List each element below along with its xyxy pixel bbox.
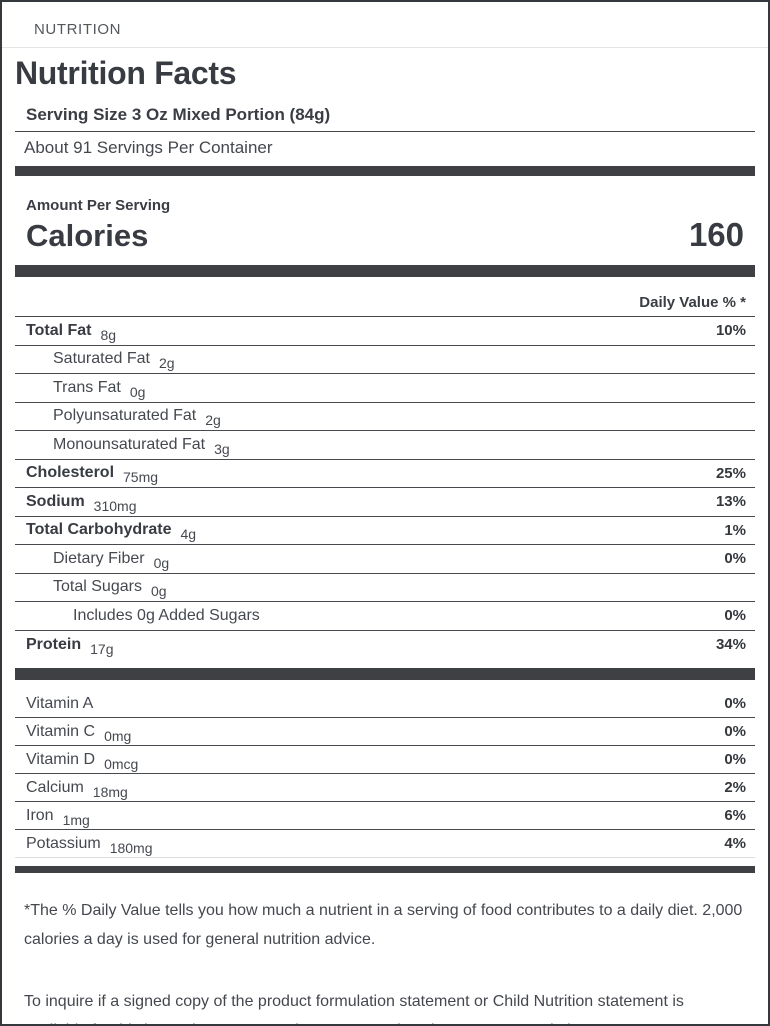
nutrient-row: Trans Fat 0g	[15, 374, 755, 403]
nutrient-label: Vitamin A	[26, 694, 94, 712]
daily-value-footnote: *The % Daily Value tells you how much a …	[24, 902, 743, 948]
nutrient-amount: 17g	[90, 640, 114, 657]
calories-block: Amount Per Serving Calories 160	[15, 176, 755, 265]
nutrient-row: Dietary Fiber 0g 0%	[15, 545, 755, 574]
nutrient-label: Protein	[26, 635, 82, 653]
amount-per-serving-label: Amount Per Serving	[26, 197, 171, 214]
nutrient-label: Monounsaturated Fat	[53, 435, 206, 453]
section-divider-bar	[15, 668, 755, 680]
nutrient-label: Includes 0g Added Sugars	[73, 606, 260, 624]
nutrient-row: Vitamin C 0mg 0%	[15, 718, 755, 746]
nutrient-row: Protein 17g 34%	[15, 631, 755, 660]
nutrient-label: Polyunsaturated Fat	[53, 407, 197, 425]
nutrient-daily-value: 1%	[724, 521, 746, 539]
nutrient-daily-value: 13%	[715, 493, 746, 511]
nutrient-daily-value: 0%	[724, 607, 746, 625]
nutrient-daily-value: 6%	[724, 807, 746, 824]
nutrient-amount: 0g	[153, 554, 170, 571]
nutrient-row: Cholesterol 75mg 25%	[15, 460, 755, 488]
nutrient-amount: 8g	[100, 326, 117, 343]
nutrient-label: Total Sugars	[53, 578, 142, 596]
nutrient-row: Sodium 310mg 13%	[15, 488, 755, 517]
nutrient-row: Iron 1mg 6%	[15, 802, 755, 830]
serving-size: Serving Size 3 Oz Mixed Portion (84g)	[15, 103, 755, 132]
section-divider-bar	[15, 866, 755, 873]
nutrient-daily-value: 2%	[724, 779, 746, 796]
nutrient-row: Potassium 180mg 4%	[15, 830, 755, 858]
nutrient-label: Sodium	[26, 492, 85, 510]
nutrient-daily-value: 4%	[724, 835, 746, 852]
nutrient-row: Total Carbohydrate 4g 1%	[15, 517, 755, 545]
nutrient-label: Cholesterol	[26, 464, 115, 482]
nutrient-amount: 18mg	[92, 783, 128, 800]
nutrient-row: Total Fat 8g 10%	[15, 317, 755, 346]
nutrient-label: Potassium	[26, 834, 101, 852]
nutrient-amount: 2g	[205, 412, 221, 429]
nutrient-amount: 1mg	[62, 811, 90, 828]
nutrient-label: Calcium	[26, 778, 84, 796]
nutrient-amount: 2g	[158, 355, 175, 372]
nutrient-amount: 75mg	[123, 469, 159, 486]
section-eyebrow: NUTRITION	[34, 21, 122, 38]
vitamin-rows: Vitamin A 0% Vitamin C 0mg 0% Vitamin D 0mcg 0%…	[15, 680, 755, 858]
nutrient-label: Dietary Fiber	[53, 549, 145, 567]
nutrient-amount: 4g	[180, 526, 197, 543]
nutrient-label: Saturated Fat	[53, 350, 150, 368]
nutrient-daily-value: 0%	[724, 751, 746, 768]
nutrient-daily-value: 0%	[724, 695, 746, 712]
nutrient-label: Total Fat	[26, 321, 92, 339]
nutrient-row: Includes 0g Added Sugars 0%	[15, 602, 755, 631]
nutrient-daily-value: 10%	[715, 322, 746, 340]
nutrient-row: Calcium 18mg 2%	[15, 774, 755, 802]
nutrient-amount: 0g	[150, 583, 167, 600]
footnotes: *The % Daily Value tells you how much a …	[15, 873, 755, 1024]
servings-per-container: About 91 Servings Per Container	[24, 138, 273, 157]
nutrient-row: Polyunsaturated Fat 2g	[15, 403, 755, 431]
nutrient-daily-value: 0%	[724, 550, 746, 568]
calories-label: Calories	[26, 218, 149, 253]
section-divider-bar	[15, 265, 755, 277]
nutrient-amount: 0mcg	[104, 755, 139, 772]
nutrient-daily-value: 34%	[715, 636, 746, 654]
nutrient-row: Vitamin D 0mcg 0%	[15, 746, 755, 774]
contact-text: To inquire if a signed copy of the produ…	[24, 993, 740, 1024]
nutrient-amount: 0mg	[104, 727, 132, 744]
nutrient-amount: 310mg	[93, 497, 137, 514]
nutrient-amount: 180mg	[109, 839, 153, 856]
nutrient-daily-value: 25%	[715, 464, 746, 482]
label-content: Serving Size 3 Oz Mixed Portion (84g) Ab…	[15, 103, 755, 1024]
eyebrow-divider	[2, 47, 768, 48]
nutrient-label: Trans Fat	[53, 378, 121, 396]
nutrient-row: Total Sugars 0g	[15, 574, 755, 602]
page-title: Nutrition Facts	[15, 55, 237, 91]
nutrient-row: Monounsaturated Fat 3g	[15, 431, 755, 460]
nutrient-amount: 0g	[129, 383, 146, 400]
daily-value-header: Daily Value % *	[15, 277, 755, 317]
nutrient-label: Total Carbohydrate	[26, 521, 172, 539]
calories-value: 160	[688, 216, 744, 253]
nutrient-rows: Total Fat 8g 10% Saturated Fat 2g Trans Fat 0g…	[15, 317, 755, 659]
nutrient-label: Vitamin C	[26, 722, 96, 740]
contact-footnote: To inquire if a signed copy of the produ…	[24, 987, 746, 1024]
section-divider-bar	[15, 166, 755, 176]
nutrient-daily-value: 0%	[724, 723, 746, 740]
nutrient-amount: 3g	[214, 440, 230, 457]
nutrient-row: Saturated Fat 2g	[15, 346, 755, 374]
nutrient-label: Iron	[26, 806, 54, 824]
nutrient-label: Vitamin D	[26, 750, 96, 768]
nutrient-row: Vitamin A 0%	[15, 680, 755, 718]
